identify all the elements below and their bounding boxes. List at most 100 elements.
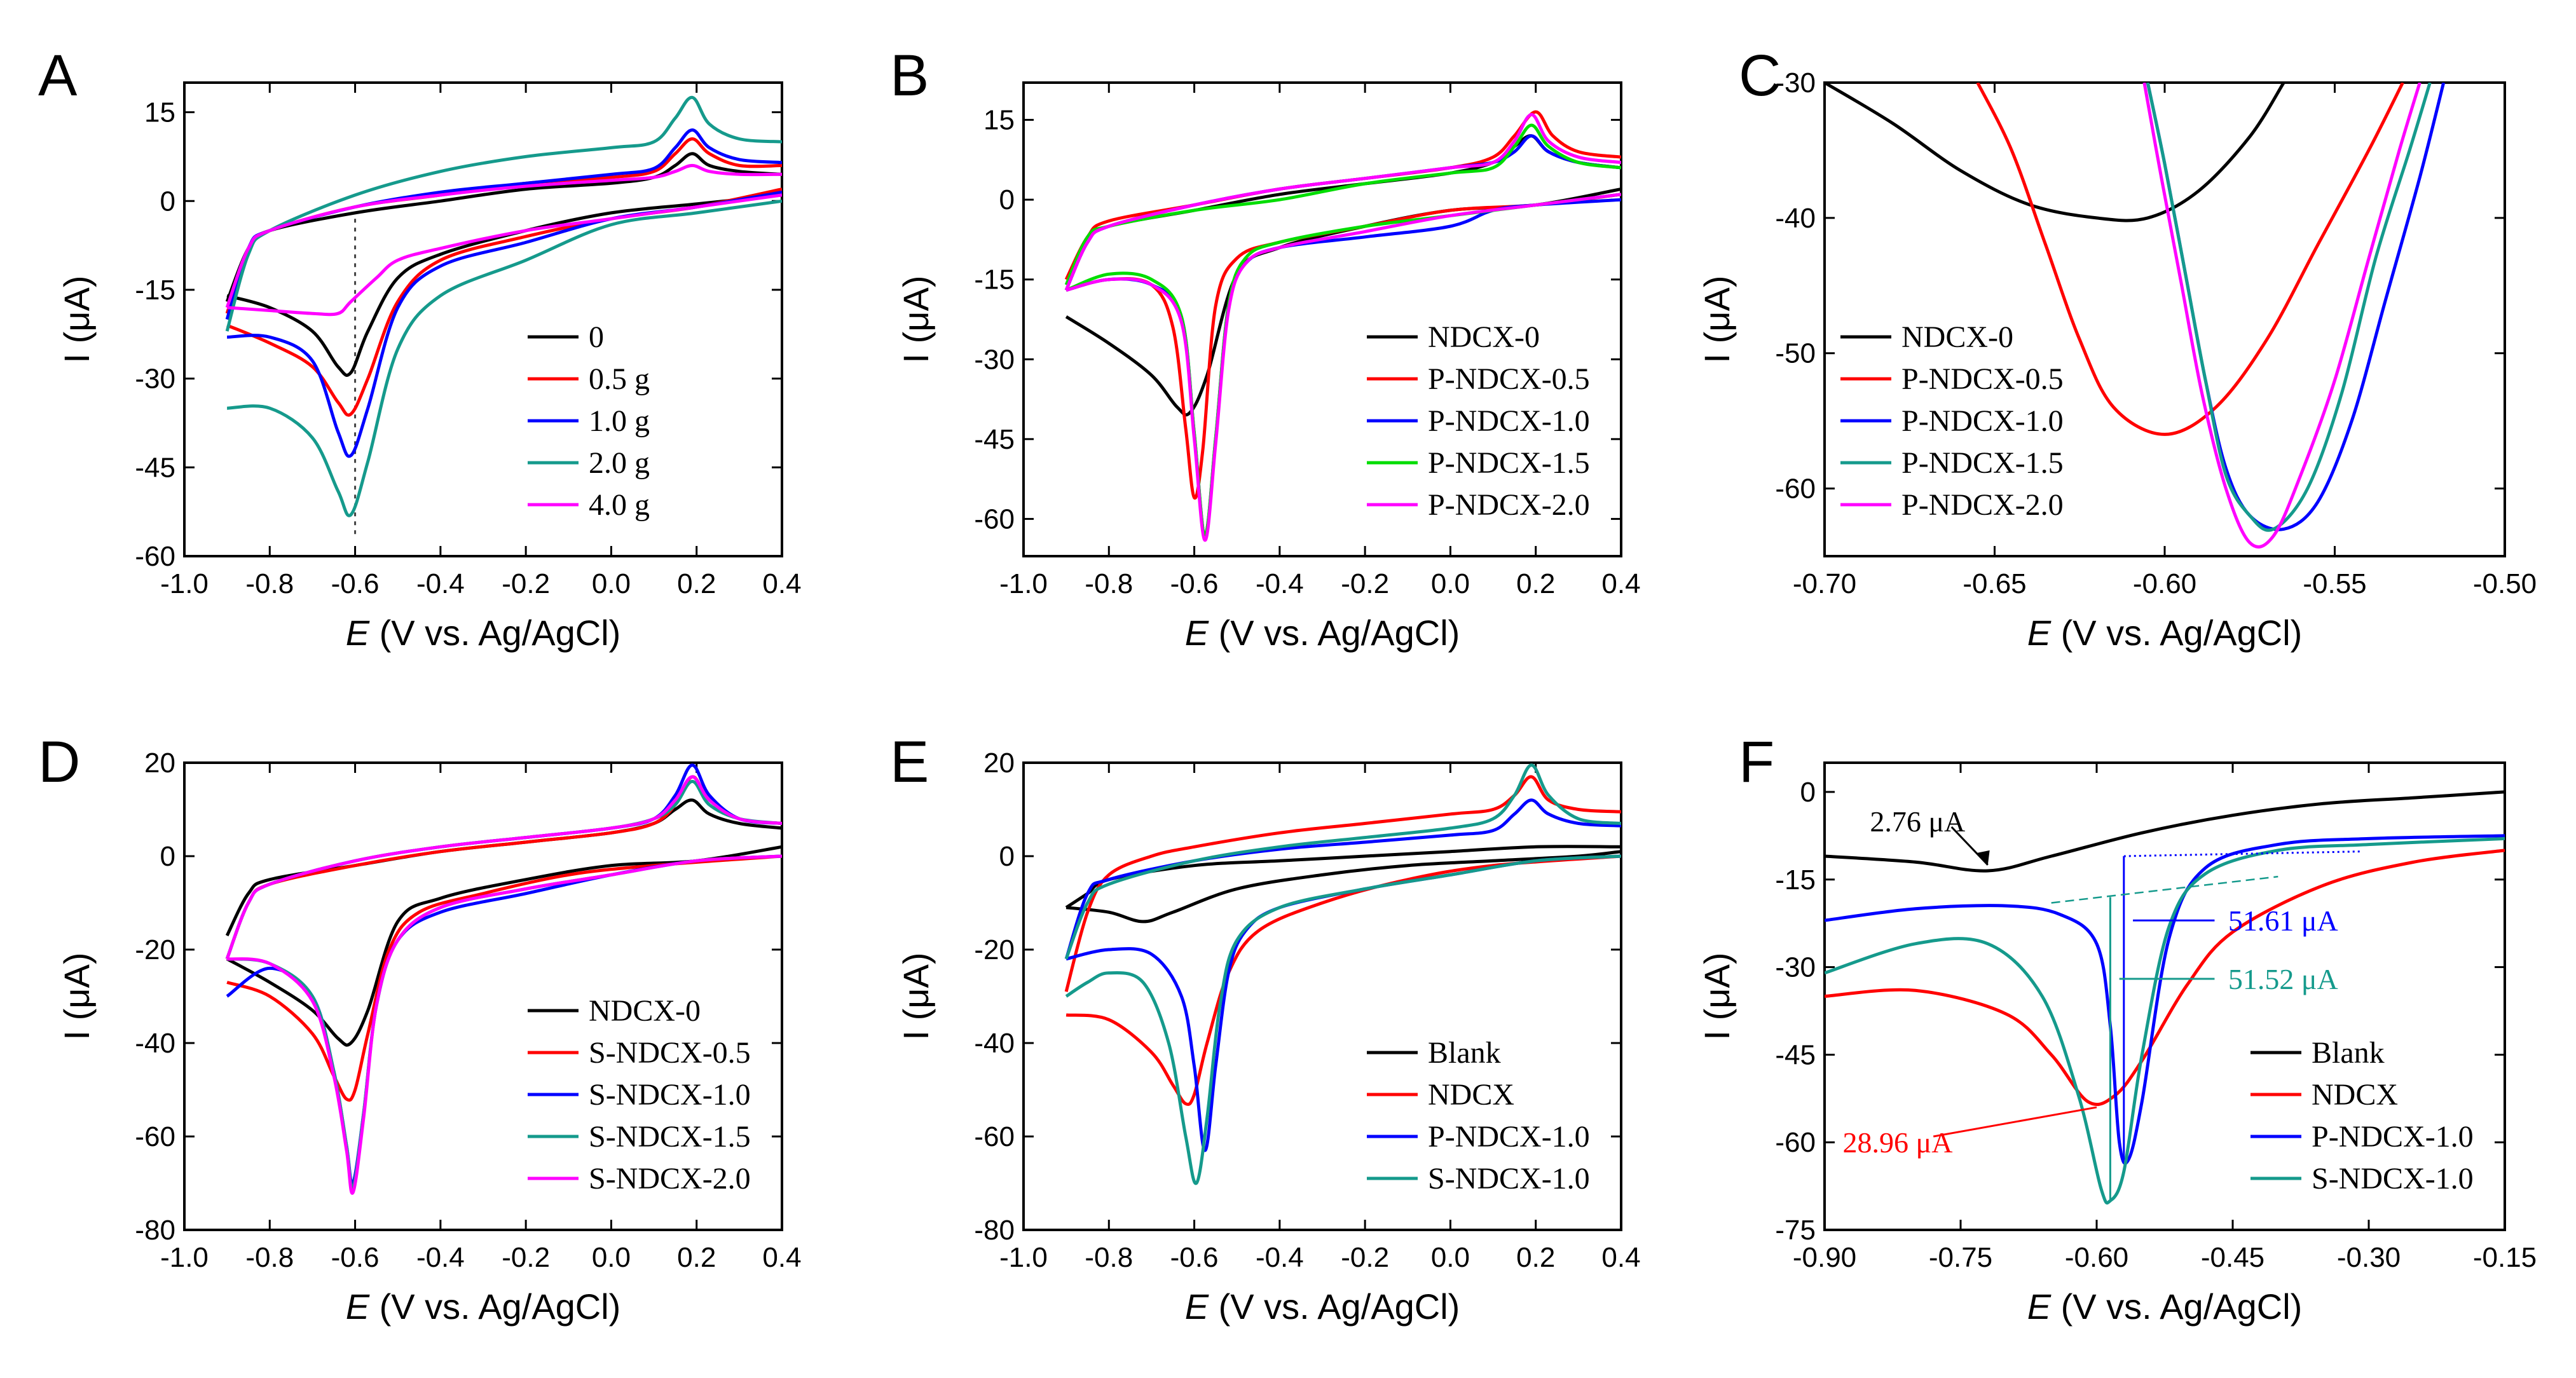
panel-letter-f: F	[1739, 730, 1774, 795]
panel-a: -1.0 -0.8 -0.6 -0.4 -0.2 0.0 0.2 0.4 -60 -45 -30 -1…	[57, 81, 802, 653]
annotation-baseline	[2051, 875, 2278, 904]
x-tick-label: -0.8	[245, 568, 294, 599]
x-tick-label: -0.4	[416, 568, 465, 599]
legend-label: NDCX-0	[1428, 320, 1540, 354]
series-line	[1064, 798, 1621, 1152]
series-line	[1064, 763, 1621, 1185]
series-line	[225, 137, 782, 417]
x-axis-label-unit: (V vs. Ag/AgCl)	[369, 1286, 620, 1327]
y-tick-label: 0	[160, 186, 175, 217]
x-tick-label: -1.0	[160, 1242, 209, 1273]
x-tick-label: 0.4	[762, 1242, 801, 1273]
legend-label: P-NDCX-1.0	[1428, 404, 1590, 438]
annotation-arrowhead	[1975, 850, 1990, 865]
panel-d: -1.0 -0.8 -0.6 -0.4 -0.2 0.0 0.2 0.4 -80 -60 -40 -2…	[57, 747, 802, 1327]
x-axis-label-unit: (V vs. Ag/AgCl)	[1209, 613, 1460, 653]
legend-label: 1.0 g	[589, 404, 650, 438]
y-tick-label: -15	[1775, 864, 1816, 896]
y-tick-label: -45	[1775, 1039, 1816, 1070]
y-tick-label: -50	[1775, 338, 1816, 369]
x-tick-label: -0.70	[1793, 568, 1856, 599]
panel-letter-d: D	[38, 730, 80, 795]
y-tick-label: -60	[1775, 1127, 1816, 1158]
legend-label: 0.5 g	[589, 362, 650, 396]
x-tick-label: -0.75	[1929, 1242, 1992, 1273]
panel-letter-e: E	[890, 730, 929, 795]
annotation-label: 51.52 μA	[2228, 963, 2338, 995]
series-line	[1064, 113, 1621, 542]
x-tick-label: 0.0	[592, 568, 631, 599]
legend-label: NDCX-0	[1901, 320, 2013, 354]
plots-layer: -1.0 -0.8 -0.6 -0.4 -0.2 0.0 0.2 0.4 -60 -45 -30 -1…	[57, 67, 2537, 1327]
y-tick-label: 15	[983, 105, 1015, 136]
legend-label: NDCX-0	[589, 994, 701, 1028]
x-tick-label: -0.50	[2473, 568, 2537, 599]
x-tick-label: -0.8	[245, 1242, 294, 1273]
x-tick-label: -0.8	[1085, 568, 1133, 599]
legend-label: Blank	[2312, 1036, 2385, 1070]
x-axis-label-unit: (V vs. Ag/AgCl)	[369, 613, 620, 653]
annotation-baseline	[2123, 850, 2360, 857]
x-tick-label: 0.4	[1601, 568, 1640, 599]
x-tick-label: -0.4	[1256, 1242, 1304, 1273]
legend-label: NDCX	[1428, 1078, 1514, 1112]
y-axis-label: I (μA)	[896, 952, 936, 1040]
x-tick-label: -0.15	[2473, 1242, 2537, 1273]
y-tick-label: -45	[974, 424, 1015, 455]
x-axis-label: E (V vs. Ag/AgCl)	[1185, 1286, 1460, 1327]
x-axis-label-symbol: E	[1185, 1286, 1209, 1327]
x-tick-label: -0.55	[2303, 568, 2366, 599]
y-tick-label: -20	[974, 934, 1015, 965]
x-axis-label: E (V vs. Ag/AgCl)	[346, 1286, 621, 1327]
x-tick-label: 0.2	[677, 568, 716, 599]
plot-frame	[1022, 81, 1622, 557]
y-tick-label: 0	[999, 841, 1015, 872]
legend-label: P-NDCX-0.5	[1428, 362, 1590, 396]
legend-label: S-NDCX-1.0	[589, 1078, 751, 1112]
panel-letter-b: B	[890, 43, 929, 108]
series-line	[2142, 83, 2422, 549]
panel-c: -0.70 -0.65 -0.60 -0.55 -0.50 -60 -50 -40 -30 E (…	[1697, 67, 2537, 653]
series-layer	[225, 95, 782, 539]
legend-label: P-NDCX-1.5	[1901, 446, 2064, 480]
x-axis-label: E (V vs. Ag/AgCl)	[346, 613, 621, 653]
x-tick-label: -0.90	[1793, 1242, 1856, 1273]
x-tick-label: -0.6	[1170, 1242, 1219, 1273]
x-tick-label: -0.60	[2065, 1242, 2128, 1273]
x-tick-label: -0.6	[1170, 568, 1219, 599]
x-tick-label: -0.2	[1341, 568, 1389, 599]
x-tick-label: 0.2	[1516, 1242, 1555, 1273]
x-tick-label: -0.45	[2201, 1242, 2264, 1273]
x-tick-label: -1.0	[999, 1242, 1048, 1273]
y-tick-label: -80	[135, 1215, 175, 1246]
x-axis-label-unit: (V vs. Ag/AgCl)	[2051, 1286, 2302, 1327]
y-tick-label: -15	[974, 264, 1015, 296]
y-tick-label: -30	[1775, 67, 1816, 99]
y-tick-label: -20	[135, 934, 175, 965]
annotation-label: 2.76 μA	[1870, 805, 1965, 838]
series-line	[225, 163, 782, 317]
annotation-label: 51.61 μA	[2228, 904, 2338, 937]
series-line	[1825, 836, 2505, 1205]
x-tick-label: -0.30	[2337, 1242, 2401, 1273]
plot-frame	[1022, 761, 1622, 1231]
plot-frame	[183, 81, 783, 557]
series-layer	[1064, 110, 1621, 542]
series-layer	[1825, 83, 2446, 549]
series-line	[1825, 83, 2285, 222]
x-axis-label: E (V vs. Ag/AgCl)	[2027, 613, 2303, 653]
y-tick-label: -30	[135, 364, 175, 395]
x-axis-label-symbol: E	[2027, 613, 2052, 653]
x-tick-label: -0.4	[1256, 568, 1304, 599]
x-tick-label: -1.0	[160, 568, 209, 599]
x-axis-label-symbol: E	[346, 1286, 370, 1327]
legend-label: P-NDCX-1.0	[1901, 404, 2064, 438]
legend-label: 2.0 g	[589, 446, 650, 480]
y-tick-label: -60	[974, 1121, 1015, 1152]
x-tick-label: -0.4	[416, 1242, 465, 1273]
legend-label: P-NDCX-0.5	[1901, 362, 2064, 396]
series-line	[1825, 790, 2505, 873]
x-axis-label-unit: (V vs. Ag/AgCl)	[2051, 613, 2302, 653]
y-tick-label: -60	[135, 541, 175, 572]
